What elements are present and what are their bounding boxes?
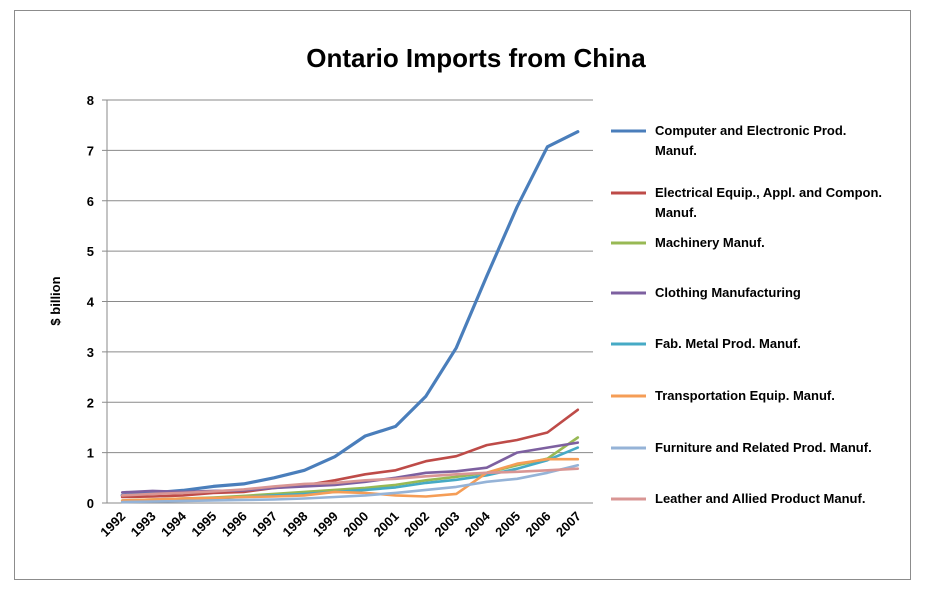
- legend-entry: Furniture and Related Prod. Manuf.: [611, 440, 872, 455]
- y-tick-label: 3: [87, 345, 94, 360]
- legend-label: Clothing Manufacturing: [655, 285, 801, 300]
- x-tick-label: 2001: [371, 509, 402, 540]
- legend: Computer and Electronic Prod.Manuf.Elect…: [611, 123, 882, 506]
- x-tick-label: 1998: [280, 509, 311, 540]
- x-tick-label: 2005: [492, 509, 523, 540]
- x-tick-label: 2006: [523, 509, 554, 540]
- legend-entry: Electrical Equip., Appl. and Compon. Manu…: [611, 185, 882, 220]
- x-tick-label: 1992: [97, 509, 128, 540]
- y-tick-label: 4: [87, 295, 95, 310]
- x-tick-label: 2003: [431, 509, 462, 540]
- x-tick-label: 1995: [188, 509, 219, 540]
- x-tick-label: 1999: [310, 509, 341, 540]
- y-tick-label: 7: [87, 143, 94, 158]
- x-tick-label: 2000: [340, 509, 371, 540]
- chart-title: Ontario Imports from China: [306, 43, 646, 73]
- legend-label: Furniture and Related Prod. Manuf.: [655, 440, 872, 455]
- legend-entry: Computer and Electronic Prod. Manuf.: [611, 123, 846, 158]
- x-tick-label: 2004: [462, 508, 494, 540]
- legend-entry: Fab. Metal Prod. Manuf.: [611, 336, 801, 351]
- legend-label: Leather and Allied Product Manuf.: [655, 491, 865, 506]
- y-axis-label: $ billion: [48, 276, 63, 325]
- legend-label: Transportation Equip. Manuf.: [655, 388, 835, 403]
- legend-entry: Machinery Manuf.: [611, 235, 765, 250]
- x-tick-label: 1996: [219, 509, 250, 540]
- legend-label: Machinery Manuf.: [655, 235, 765, 250]
- y-tick-label: 1: [87, 446, 94, 461]
- y-tick-labels: 0 1 2 3 4 5 6 7 8: [87, 93, 95, 511]
- x-tick-labels: 1992 1993 1994 1995 1996 1997 1998 1999 2000 2001…: [97, 508, 584, 540]
- x-tick-label: 1993: [128, 509, 159, 540]
- legend-label: Computer and Electronic Prod.: [655, 123, 846, 138]
- x-tick-label: 1994: [158, 508, 190, 540]
- y-tick-label: 5: [87, 244, 94, 259]
- x-tick-label: 2002: [401, 509, 432, 540]
- series-line: [120, 467, 580, 497]
- series-line: [120, 463, 580, 504]
- legend-label: Fab. Metal Prod. Manuf.: [655, 336, 801, 351]
- gridlines: [102, 99, 593, 504]
- y-tick-label: 0: [87, 496, 94, 511]
- x-tick-label: 1997: [249, 509, 280, 540]
- x-tick-label: 2007: [553, 509, 584, 540]
- legend-entry: Transportation Equip. Manuf.: [611, 388, 835, 403]
- legend-entry: Leather and Allied Product Manuf.: [611, 491, 865, 506]
- series-lines: [120, 130, 580, 504]
- y-tick-label: 8: [87, 93, 94, 108]
- legend-label: Manuf.: [655, 143, 697, 158]
- y-tick-label: 6: [87, 194, 94, 209]
- chart-svg: Ontario Imports from China $ billion 0 1 2…: [48, 43, 882, 540]
- series-line: [120, 457, 580, 502]
- legend-label: Manuf.: [655, 205, 697, 220]
- y-tick-label: 2: [87, 395, 94, 410]
- legend-label: Electrical Equip., Appl. and Compon.: [655, 185, 882, 200]
- series-line: [120, 408, 580, 499]
- series-line: [120, 130, 580, 497]
- chart-frame: Ontario Imports from China $ billion 0 1 2…: [14, 10, 911, 580]
- legend-entry: Clothing Manufacturing: [611, 285, 801, 300]
